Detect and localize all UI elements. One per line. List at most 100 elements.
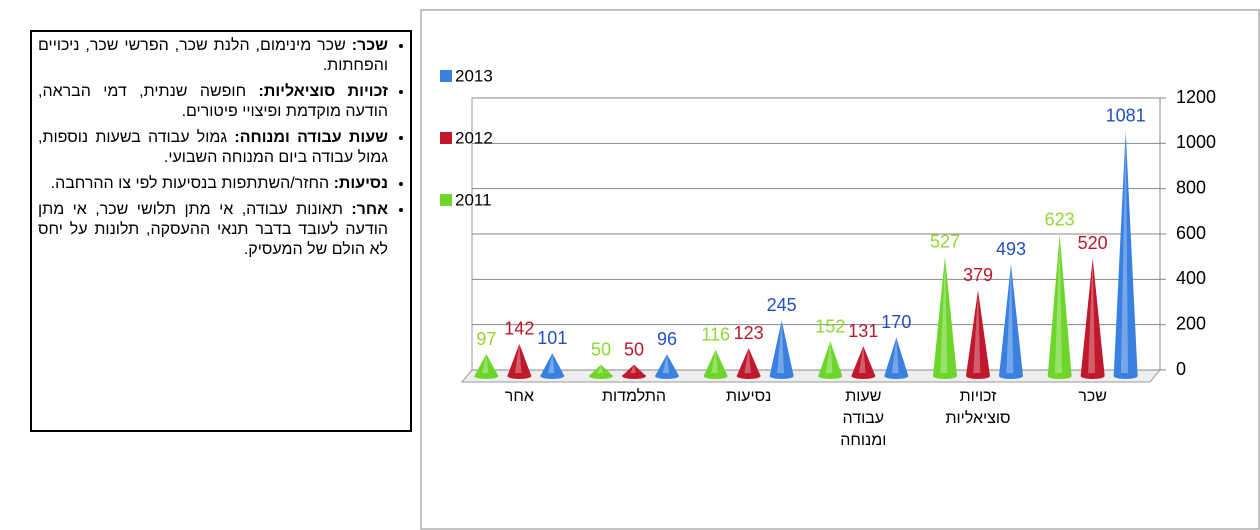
y-tick-label: 800 <box>1176 177 1206 197</box>
cone-base <box>474 373 499 379</box>
cone-base <box>589 373 613 379</box>
cone-body <box>655 354 679 376</box>
cone-body <box>769 320 794 376</box>
value-label: 520 <box>1078 233 1108 253</box>
cone-body <box>703 349 728 376</box>
cone-shade <box>858 346 866 376</box>
cone-shade <box>662 354 670 376</box>
cone <box>884 337 909 379</box>
item-term: אחר: <box>351 201 388 218</box>
x-tick-label: נסיעות <box>725 388 772 405</box>
value-label: 123 <box>734 323 764 343</box>
cone <box>1047 234 1072 379</box>
cone-shade <box>547 353 555 376</box>
x-tick-label: שכר <box>1078 388 1107 405</box>
cone <box>818 341 843 379</box>
value-label: 527 <box>930 231 960 251</box>
cone <box>540 353 565 379</box>
item-term: שעות עבודה ומנוחה: <box>234 129 388 146</box>
cone-base <box>703 373 728 379</box>
value-label: 50 <box>624 339 644 359</box>
cone-shade <box>1054 234 1063 376</box>
item-term: שכר: <box>351 37 388 54</box>
cone <box>966 290 990 379</box>
value-label: 97 <box>476 329 496 349</box>
x-tick-label: זכויות סוציאליות <box>945 388 1011 427</box>
y-tick-label: 600 <box>1176 223 1206 243</box>
value-label: 1081 <box>1106 106 1146 126</box>
cone-shade <box>1006 264 1014 376</box>
cone <box>703 349 728 379</box>
legend-label: 2013 <box>455 66 493 85</box>
cone-body <box>999 264 1023 376</box>
cone <box>999 264 1023 379</box>
cone <box>1113 130 1138 379</box>
y-tick-label: 0 <box>1176 359 1186 379</box>
cone-base <box>1113 373 1138 379</box>
cone-shade <box>743 348 752 376</box>
cone-base <box>1047 373 1072 379</box>
value-label: 131 <box>848 321 878 341</box>
cone-base <box>933 373 957 379</box>
y-tick-label: 1200 <box>1176 87 1216 107</box>
cone-base <box>540 373 565 379</box>
cone-body <box>966 290 990 376</box>
cone <box>1080 258 1105 379</box>
value-label: 152 <box>815 316 845 336</box>
cone <box>507 343 532 379</box>
legend-label: 2011 <box>455 190 492 209</box>
cone-base <box>736 373 761 379</box>
cone <box>933 256 957 379</box>
cone <box>736 348 761 379</box>
cone <box>655 354 679 379</box>
cone-shade <box>1120 130 1129 376</box>
legend-swatch <box>440 70 452 82</box>
item-text: חופשה שנתית, דמי הבראה, הודעה מוקדמת ופי… <box>38 83 388 120</box>
chart-frame <box>420 9 1260 530</box>
cone-shade <box>940 256 948 376</box>
value-label: 245 <box>767 295 797 315</box>
item-text: שכר מינימום, הלנת שכר, הפרשי שכר, ניכויי… <box>38 37 388 74</box>
cone-base <box>622 373 646 379</box>
cone-shade <box>710 349 719 376</box>
y-tick-label: 200 <box>1176 313 1206 333</box>
cone-body <box>589 364 613 376</box>
bullet-item: נסיעות: החזר/השתתפות בנסיעות לפי צו ההרח… <box>38 174 388 194</box>
cone-shade <box>973 290 981 376</box>
cone-body <box>851 346 876 376</box>
cone <box>851 346 876 379</box>
cone-shade <box>514 343 522 376</box>
value-label: 101 <box>537 328 567 348</box>
cone-body <box>540 353 565 376</box>
x-tick-label: התלמדות <box>601 388 667 405</box>
value-label: 116 <box>701 324 730 344</box>
cone-body <box>1080 258 1105 376</box>
legend-label: 2012 <box>455 128 493 147</box>
x-tick-label: שעות עבודה ומנוחה <box>840 388 887 449</box>
cone-base <box>966 373 990 379</box>
x-tick-label: אחר <box>504 388 534 405</box>
item-text: גמול עבודה בשעות נוספות, גמול עבודה ביום… <box>38 129 388 166</box>
cone-base <box>818 373 843 379</box>
cone-base <box>884 373 909 379</box>
item-list: שכר: שכר מינימום, הלנת שכר, הפרשי שכר, נ… <box>38 36 404 260</box>
item-text: תאונות עבודה, אי מתן תלושי שכר, אי מתן ה… <box>38 201 388 258</box>
cone <box>769 320 794 379</box>
bullet-item: זכויות סוציאליות: חופשה שנתית, דמי הבראה… <box>38 82 388 122</box>
cone-base <box>769 373 794 379</box>
cone-shade <box>825 341 833 376</box>
legend-swatch <box>440 194 452 206</box>
value-label: 142 <box>504 319 534 339</box>
cone-shade <box>891 337 899 376</box>
cone-base <box>851 373 876 379</box>
value-label: 493 <box>996 239 1026 259</box>
cone-body <box>622 364 646 376</box>
y-tick-label: 1000 <box>1176 132 1216 152</box>
bullet-item: שעות עבודה ומנוחה: גמול עבודה בשעות נוספ… <box>38 128 388 168</box>
cone-shade <box>1087 258 1096 376</box>
cone-base <box>1080 373 1105 379</box>
cone-body <box>818 341 843 376</box>
cone-body <box>507 343 532 376</box>
